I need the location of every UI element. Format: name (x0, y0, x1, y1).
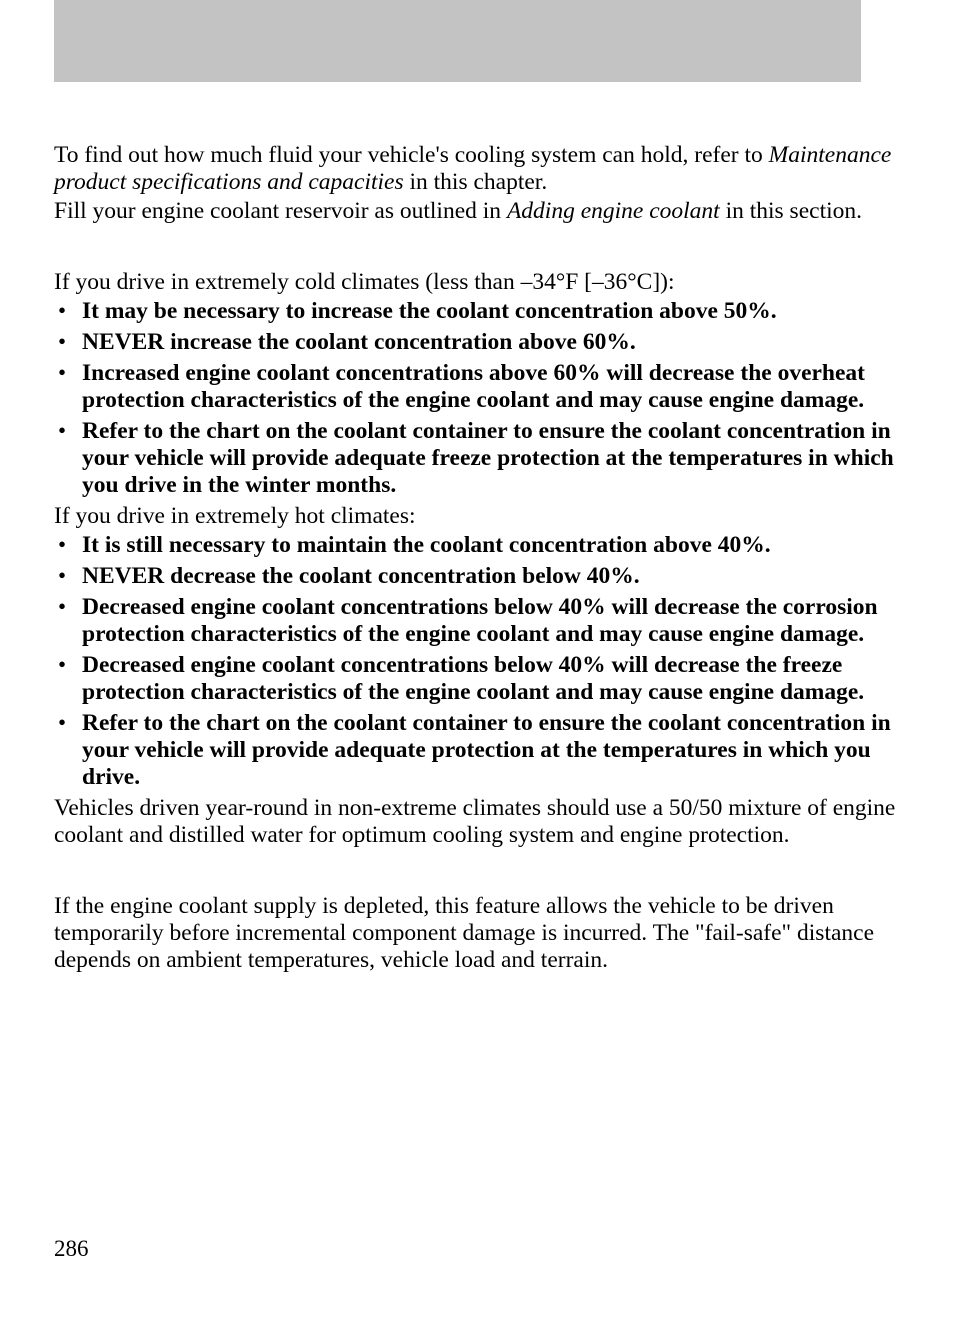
page-content: To find out how much fluid your vehicle'… (0, 82, 954, 974)
list-item: Increased engine coolant concentrations … (54, 360, 900, 414)
bullet-text: Increased engine coolant concentrations … (82, 360, 865, 413)
list-item: Refer to the chart on the coolant contai… (54, 710, 900, 791)
cold-bullet-list: It may be necessary to increase the cool… (54, 298, 900, 499)
intro-p1-text-before: To find out how much fluid your vehicle'… (54, 142, 769, 168)
bullet-text: Refer to the chart on the coolant contai… (82, 710, 891, 790)
list-item: Decreased engine coolant concentrations … (54, 594, 900, 648)
page-number: 286 (54, 1236, 89, 1262)
list-item: It may be necessary to increase the cool… (54, 298, 900, 325)
bullet-text: Decreased engine coolant concentrations … (82, 594, 878, 647)
bullet-text: It is still necessary to maintain the co… (82, 532, 771, 558)
bullet-text: NEVER decrease the coolant concentration… (82, 563, 640, 589)
list-item: NEVER decrease the coolant concentration… (54, 563, 900, 590)
bullet-text: Refer to the chart on the coolant contai… (82, 418, 894, 498)
hot-intro: If you drive in extremely hot climates: (54, 503, 900, 530)
list-item: It is still necessary to maintain the co… (54, 532, 900, 559)
year-round-paragraph: Vehicles driven year-round in non-extrem… (54, 795, 900, 849)
intro-paragraph-2: Fill your engine coolant reservoir as ou… (54, 198, 900, 225)
cold-intro: If you drive in extremely cold climates … (54, 269, 900, 296)
bullet-text: NEVER increase the coolant concentration… (82, 329, 636, 355)
failsafe-paragraph: If the engine coolant supply is depleted… (54, 893, 900, 974)
intro-p2-italic: Adding engine coolant (507, 198, 720, 224)
list-item: Refer to the chart on the coolant contai… (54, 418, 900, 499)
intro-paragraph-1: To find out how much fluid your vehicle'… (54, 142, 900, 196)
header-bar (54, 0, 861, 82)
list-item: NEVER increase the coolant concentration… (54, 329, 900, 356)
hot-bullet-list: It is still necessary to maintain the co… (54, 532, 900, 791)
intro-p2-text-before: Fill your engine coolant reservoir as ou… (54, 198, 507, 224)
bullet-text: It may be necessary to increase the cool… (82, 298, 777, 324)
intro-p2-text-after: in this section. (720, 198, 862, 224)
intro-p1-text-after: in this chapter. (404, 169, 548, 195)
bullet-text: Decreased engine coolant concentrations … (82, 652, 864, 705)
list-item: Decreased engine coolant concentrations … (54, 652, 900, 706)
